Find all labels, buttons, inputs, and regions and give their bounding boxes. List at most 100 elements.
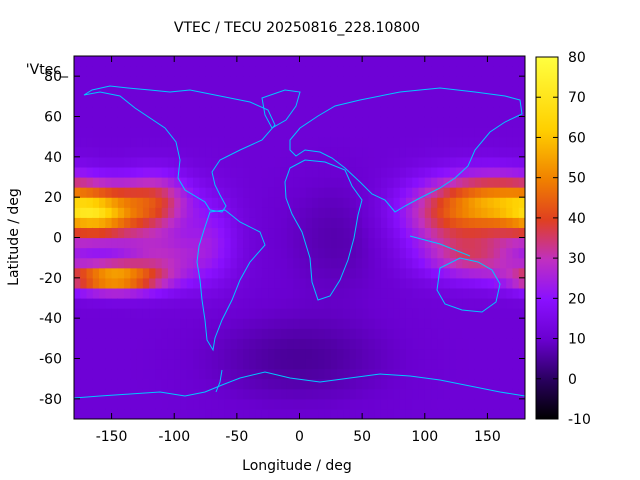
heatmap-cell <box>74 267 81 279</box>
heatmap-cell <box>111 348 119 360</box>
heatmap-cell <box>424 257 432 269</box>
heatmap-cell <box>293 76 301 87</box>
heatmap-cell <box>337 177 344 188</box>
heatmap-cell <box>374 408 382 419</box>
heatmap-cell <box>274 56 282 67</box>
heatmap-cell <box>437 388 445 400</box>
heatmap-cell <box>324 227 332 239</box>
heatmap-cell <box>424 177 432 188</box>
heatmap-cell <box>387 76 395 87</box>
heatmap-cell <box>199 338 207 350</box>
heatmap-cell <box>431 298 438 309</box>
heatmap-cell <box>393 388 401 400</box>
heatmap-cell <box>424 267 432 279</box>
heatmap-cell <box>474 298 482 309</box>
heatmap-cell <box>380 136 388 148</box>
heatmap-cell <box>412 267 420 279</box>
heatmap-cell <box>268 388 276 400</box>
heatmap-cell <box>424 136 432 148</box>
heatmap-cell <box>337 267 344 279</box>
heatmap-cell <box>136 207 144 218</box>
heatmap-cell <box>393 116 401 128</box>
heatmap-cell <box>437 197 445 208</box>
heatmap-cell <box>487 348 495 360</box>
heatmap-cell <box>193 126 200 138</box>
heatmap-cell <box>280 368 288 380</box>
heatmap-cell <box>167 308 175 319</box>
heatmap-cell <box>180 126 188 138</box>
heatmap-cell <box>337 398 344 410</box>
heatmap-cell <box>355 388 363 400</box>
heatmap-cell <box>318 56 326 67</box>
heatmap-cell <box>274 287 282 299</box>
heatmap-cell <box>255 217 263 229</box>
heatmap-cell <box>199 348 207 360</box>
heatmap-cell <box>199 408 207 419</box>
heatmap-cell <box>299 116 307 128</box>
heatmap-cell <box>456 116 463 128</box>
heatmap-cell <box>74 136 81 148</box>
heatmap-cell <box>149 156 157 168</box>
heatmap-cell <box>249 388 257 400</box>
heatmap-cell <box>286 86 294 97</box>
heatmap-cell <box>92 398 100 410</box>
heatmap-cell <box>167 56 175 67</box>
heatmap-cell <box>211 187 219 198</box>
heatmap-cell <box>249 368 257 380</box>
heatmap-cell <box>218 318 225 329</box>
heatmap-cell <box>518 398 525 410</box>
heatmap-cell <box>236 116 244 128</box>
heatmap-cell <box>318 116 326 128</box>
heatmap-cell <box>111 207 119 218</box>
heatmap-cell <box>255 358 263 370</box>
heatmap-cell <box>493 287 501 299</box>
heatmap-cell <box>399 267 407 279</box>
heatmap-cell <box>193 96 200 108</box>
heatmap-cell <box>330 237 338 249</box>
heatmap-cell <box>449 388 457 400</box>
heatmap-cell <box>180 66 188 77</box>
heatmap-cell <box>180 197 188 208</box>
heatmap-cell <box>224 378 232 390</box>
heatmap-cell <box>86 257 94 269</box>
heatmap-cell <box>493 277 501 289</box>
heatmap-cell <box>449 398 457 410</box>
heatmap-cell <box>324 267 332 279</box>
heatmap-cell <box>305 298 313 309</box>
heatmap-cell <box>117 66 125 77</box>
heatmap-cell <box>268 146 276 158</box>
heatmap-cell <box>211 368 219 380</box>
heatmap-cell <box>205 136 213 148</box>
heatmap-cell <box>418 217 426 229</box>
heatmap-cell <box>218 86 225 97</box>
heatmap-cell <box>99 408 106 419</box>
heatmap-cell <box>293 298 301 309</box>
heatmap-cell <box>255 398 263 410</box>
heatmap-cell <box>499 388 507 400</box>
heatmap-cell <box>174 368 182 380</box>
heatmap-cell <box>92 146 100 158</box>
heatmap-cell <box>186 267 194 279</box>
heatmap-cell <box>462 348 470 360</box>
heatmap-cell <box>92 298 100 309</box>
heatmap-cell <box>512 338 520 350</box>
heatmap-cell <box>349 146 357 158</box>
heatmap-cell <box>224 348 232 360</box>
heatmap-cell <box>299 257 307 269</box>
heatmap-cell <box>261 287 269 299</box>
heatmap-cell <box>349 116 357 128</box>
heatmap-cell <box>92 277 100 289</box>
heatmap-cell <box>368 56 376 67</box>
heatmap-cell <box>268 106 276 118</box>
heatmap-cell <box>449 237 457 249</box>
heatmap-cell <box>481 237 489 249</box>
heatmap-cell <box>274 298 282 309</box>
heatmap-cell <box>399 197 407 208</box>
heatmap-cell <box>399 146 407 158</box>
heatmap-cell <box>74 378 81 390</box>
heatmap-cell <box>130 368 138 380</box>
heatmap-cell <box>180 136 188 148</box>
heatmap-cell <box>286 257 294 269</box>
heatmap-cell <box>405 136 413 148</box>
heatmap-cell <box>512 207 520 218</box>
